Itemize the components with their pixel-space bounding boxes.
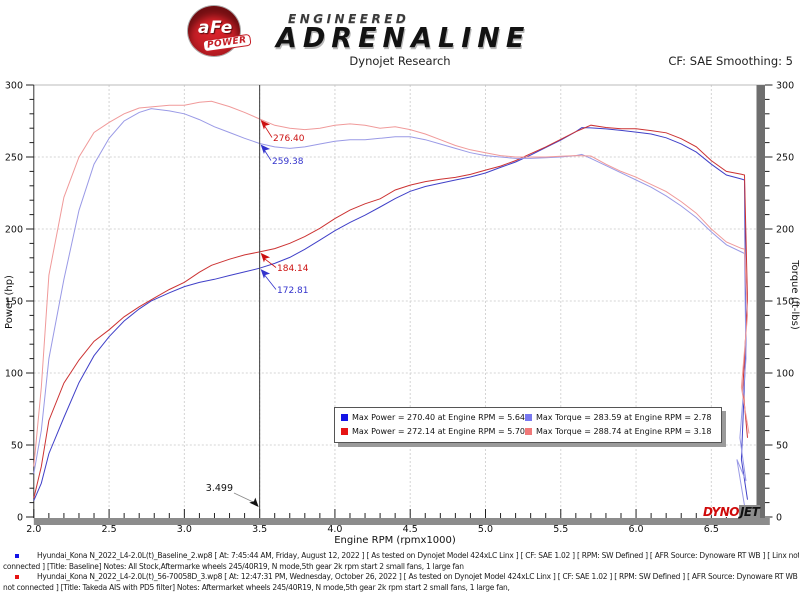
afe-logo-text: aFe	[198, 18, 233, 38]
legend-swatch-power-intake	[341, 427, 348, 435]
left-tick-label: 0	[17, 513, 23, 524]
axis-ticks	[26, 84, 773, 518]
legend-label: Max Power = 270.40 at Engine RPM = 5.64	[352, 412, 526, 422]
legend-label: Max Power = 272.14 at Engine RPM = 5.70	[352, 426, 526, 436]
legend-label: Max Torque = 283.59 at Engine RPM = 2.78	[536, 412, 712, 422]
x-tick-label: 2.0	[26, 524, 41, 535]
dyno-curves	[33, 100, 750, 506]
x-tick-label: 4.5	[403, 524, 418, 535]
cursor-value-callout: 172.81	[260, 269, 309, 296]
cursor-value-callout: 276.40	[260, 119, 305, 144]
left-tick-label: 50	[11, 441, 23, 452]
cursor-value-callout: 259.38	[260, 144, 304, 167]
x-tick-label: 3.5	[252, 524, 267, 535]
cursor-value-label: 184.14	[277, 264, 309, 274]
axis-tick-labels: 2.0 2.5 3.0 3.5 4.0 4.5 5.0 5.5 6.0 6.5 0 0 50 50 100 1…	[5, 81, 794, 536]
legend-item: Max Power = 270.40 at Engine RPM = 5.64	[341, 413, 525, 422]
x-tick-label: 5.5	[553, 524, 568, 535]
run-info-line: Hyundai_Kona N_2022_L4-2.0L(t)_56-70058D…	[37, 572, 799, 581]
max-values-legend: Max Power = 270.40 at Engine RPM = 5.64 …	[334, 407, 722, 443]
legend-swatch-power-baseline	[341, 413, 348, 421]
legend-item: Max Power = 272.14 at Engine RPM = 5.70	[341, 427, 525, 436]
left-tick-label: 200	[5, 225, 23, 236]
dynojet-logo: DYNOJET	[703, 505, 761, 519]
right-tick-label: 150	[776, 297, 794, 308]
curve-torque-baseline	[33, 108, 747, 506]
curve-power-takeda-ais-with-pd5-filter	[33, 124, 749, 499]
engineered-text: ENGINEERED	[288, 12, 410, 26]
right-tick-label: 100	[776, 369, 794, 380]
cursor-value-label: 172.81	[277, 286, 309, 296]
x-tick-label: 6.5	[704, 524, 719, 535]
x-axis-title: Engine RPM (rpmx1000)	[334, 535, 456, 546]
dynojet-logo-jet: JET	[738, 505, 761, 519]
run-info-line: not connected ] [Title: Takeda AIS with …	[3, 582, 510, 592]
left-tick-label: 250	[5, 153, 23, 164]
dynojet-logo-dyno: DYNO	[703, 505, 739, 519]
cursor-rpm-callout: 3.499	[206, 483, 259, 507]
x-tick-label: 4.0	[327, 524, 342, 535]
left-tick-label: 150	[5, 297, 23, 308]
legend-swatch-torque-baseline	[525, 413, 532, 421]
right-tick-label: 300	[776, 81, 794, 92]
legend-item: Max Torque = 288.74 at Engine RPM = 3.18	[525, 427, 715, 436]
right-tick-label: 250	[776, 153, 794, 164]
right-tick-label: 50	[776, 441, 788, 452]
cursor-value-label: 276.40	[273, 134, 305, 144]
curve-torque-takeda-ais-with-pd5-filter	[33, 100, 750, 467]
run-bullet-baseline	[15, 554, 19, 558]
left-tick-label: 100	[5, 369, 23, 380]
right-axis-title: Torque (ft-lbs)	[789, 259, 800, 330]
left-axis-title: Power (hp)	[4, 275, 15, 329]
cursor-value-callout: 184.14	[260, 252, 309, 274]
x-tick-label: 3.0	[177, 524, 192, 535]
right-tick-label: 0	[776, 513, 782, 524]
run-info-line: connected ] [Title: Baseline] Notes: All…	[3, 561, 464, 571]
legend-swatch-torque-intake	[525, 427, 532, 435]
left-tick-label: 300	[5, 81, 23, 92]
adrenaline-text: ADRENALINE	[276, 22, 531, 55]
smoothing-label: CF: SAE Smoothing: 5	[668, 54, 793, 68]
curve-power-baseline	[33, 127, 748, 501]
cursor-rpm-label: 3.499	[206, 483, 233, 494]
legend-label: Max Torque = 288.74 at Engine RPM = 3.18	[536, 426, 712, 436]
chart-title: Dynojet Research	[349, 54, 451, 68]
x-tick-label: 6.0	[628, 524, 643, 535]
right-tick-label: 200	[776, 225, 794, 236]
run-bullet-intake	[15, 575, 19, 579]
run-info-intake: Hyundai_Kona N_2022_L4-2.0L(t)_56-70058D…	[3, 572, 799, 593]
run-info-baseline: Hyundai_Kona N_2022_L4-2.0L(t)_Baseline_…	[3, 551, 799, 572]
run-info-line: Hyundai_Kona N_2022_L4-2.0L(t)_Baseline_…	[37, 551, 799, 560]
x-tick-label: 2.5	[102, 524, 117, 535]
x-tick-label: 5.0	[478, 524, 493, 535]
cursor-value-label: 259.38	[272, 157, 304, 167]
legend-item: Max Torque = 283.59 at Engine RPM = 2.78	[525, 413, 715, 422]
